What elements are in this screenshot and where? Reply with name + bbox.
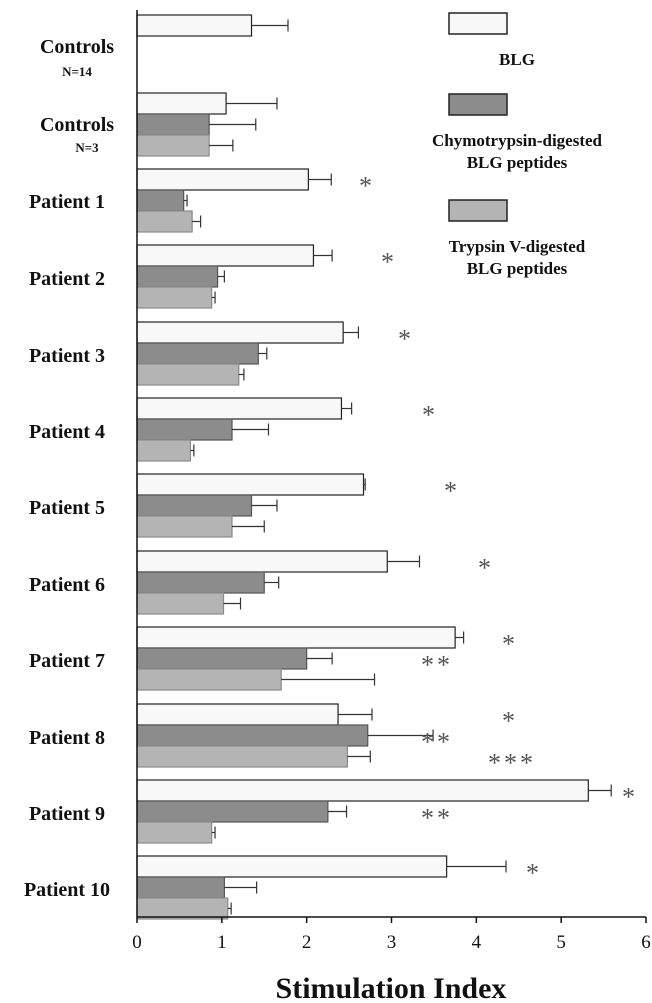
significance-marker: *: [478, 554, 494, 583]
bar: [136, 494, 253, 517]
significance-marker: *: [422, 401, 438, 430]
category-label: Controls: [40, 36, 114, 58]
bar: [136, 168, 309, 191]
significance-marker: **: [421, 651, 453, 680]
category-label: Patient 10: [24, 879, 110, 901]
bar: [136, 286, 213, 309]
bar: [136, 800, 329, 823]
significance-marker: *: [359, 172, 375, 201]
bar: [136, 876, 225, 899]
category-label: Patient 5: [29, 497, 105, 519]
x-tick-label: 0: [132, 932, 142, 953]
category-labels: Controls N=14 Controls N=3 Patient 1 Patient …: [24, 36, 114, 901]
x-ticks: 0 1 2 3 4 5 6: [132, 917, 651, 953]
bar: [136, 647, 308, 670]
bar: [136, 265, 219, 288]
bar: [136, 592, 225, 615]
x-tick-label: 6: [641, 932, 651, 953]
bar: [136, 397, 343, 420]
bar: [136, 855, 448, 878]
bar: [136, 363, 240, 386]
legend: BLG Chymotrypsin-digested BLG peptides Tryp…: [432, 12, 603, 278]
bar: [136, 92, 227, 115]
significance-marker: *: [381, 248, 397, 277]
category-label: Patient 9: [29, 803, 105, 825]
category-sublabel: N=14: [62, 64, 92, 79]
bar: [136, 14, 253, 37]
x-tick-label: 3: [387, 932, 397, 953]
bars: [136, 14, 589, 920]
bar: [136, 897, 229, 920]
significance-marker: ***: [488, 749, 536, 778]
significance-marker: **: [421, 804, 453, 833]
bar: [136, 724, 369, 747]
significance-marker: *: [398, 325, 414, 354]
category-label: Patient 1: [29, 191, 105, 213]
x-tick-label: 4: [472, 932, 482, 953]
significance-marker: *: [502, 630, 518, 659]
bar: [136, 439, 192, 462]
legend-label: BLG: [499, 50, 535, 69]
bar: [136, 668, 282, 691]
bar: [136, 571, 265, 594]
bar: [136, 342, 259, 365]
category-label: Patient 7: [29, 650, 105, 672]
x-axis-label: Stimulation Index: [276, 972, 507, 1003]
category-label: Patient 6: [29, 574, 105, 596]
significance-marker: *: [444, 477, 460, 506]
bar: [136, 473, 365, 496]
legend-label: BLG peptides: [467, 259, 568, 278]
x-tick-label: 2: [302, 932, 312, 953]
bar: [136, 189, 185, 212]
category-sublabel: N=3: [75, 140, 99, 155]
bar: [136, 550, 388, 573]
bar: [136, 210, 193, 233]
bar: [136, 821, 213, 844]
bar: [136, 134, 210, 157]
category-label: Patient 3: [29, 345, 105, 367]
x-tick-label: 1: [217, 932, 227, 953]
x-tick-label: 5: [556, 932, 566, 953]
bar: [136, 745, 348, 768]
significance-marker: **: [421, 728, 453, 757]
category-label: Patient 8: [29, 727, 105, 749]
legend-swatch: [448, 199, 508, 222]
legend-label: Trypsin V-digested: [449, 237, 586, 256]
bar: [136, 779, 589, 802]
significance-marker: *: [502, 707, 518, 736]
category-label: Controls: [40, 114, 114, 136]
error-bars: [183, 19, 612, 915]
bar: [136, 321, 344, 344]
significance-marker: *: [526, 859, 542, 888]
legend-label: Chymotrypsin-digested: [432, 131, 603, 150]
bar: [136, 244, 315, 267]
bar: [136, 515, 233, 538]
significance-markers: *******************: [359, 172, 638, 888]
legend-swatch: [448, 93, 508, 116]
legend-swatch: [448, 12, 508, 35]
bar: [136, 703, 339, 726]
bar: [136, 418, 233, 441]
significance-marker: *: [622, 783, 638, 812]
legend-label: BLG peptides: [467, 153, 568, 172]
bar: [136, 626, 456, 649]
category-label: Patient 4: [29, 421, 105, 443]
bar: [136, 113, 210, 136]
category-label: Patient 2: [29, 268, 105, 290]
